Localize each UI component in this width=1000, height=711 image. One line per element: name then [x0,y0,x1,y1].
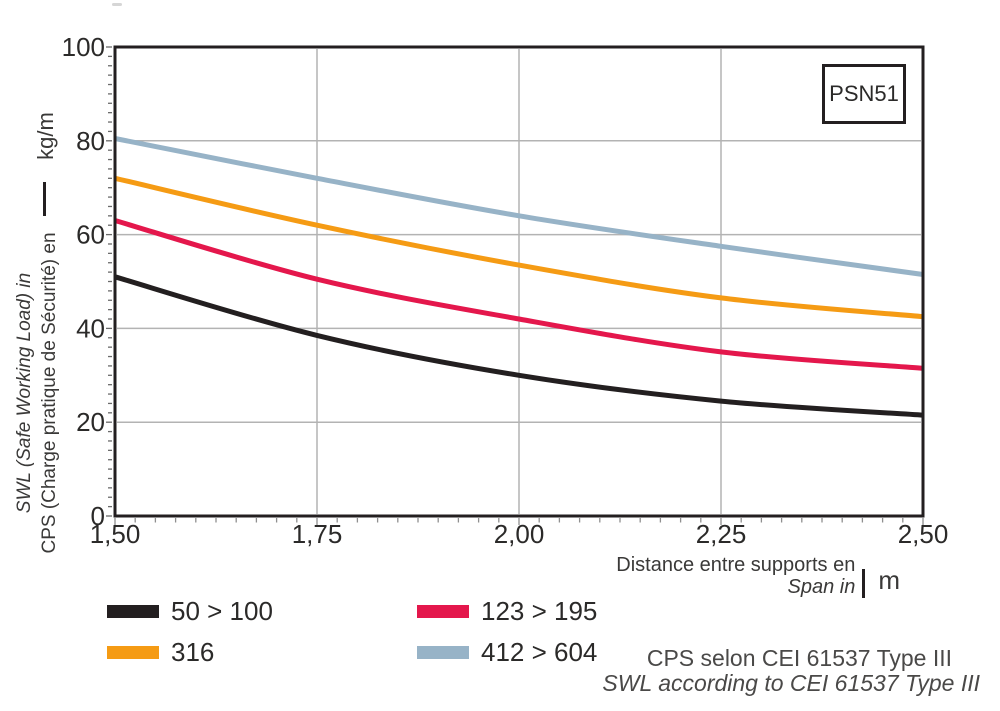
curve-50-100 [114,274,924,418]
x-axis-unit-divider [862,569,866,598]
y-tick-label: 0 [91,501,105,531]
y-tick-label: 20 [76,407,105,437]
x-axis-unit: m [878,565,900,595]
x-axis-title-lines: Distance entre supports en Span in [616,553,855,598]
legend-swatch [417,646,469,659]
y-tick-label: 60 [76,220,105,250]
product-badge: PSN51 [822,64,906,124]
y-axis-title-fr: CPS (Charge pratique de Sécurité) en [39,232,60,554]
y-axis-unit-divider [43,182,46,216]
legend-label: 412 > 604 [481,637,598,667]
legend-swatch [417,605,469,618]
y-axis-title-en: SWL (Safe Working Load) in [14,272,35,514]
x-tick-label: 1,50 [90,519,141,549]
legend-label: 316 [171,637,215,667]
curve-316 [114,175,924,320]
legend-label: 123 > 195 [481,596,598,626]
smudge-artifact [112,3,122,6]
curve-412-604 [114,136,924,277]
y-tick-label: 100 [62,32,105,62]
legend-swatch [107,605,159,618]
x-tick-label: 2,25 [696,519,747,549]
x-axis-title: Distance entre supports en Span in m [616,553,900,598]
y-tick-label: 40 [76,313,105,343]
curve-123-195 [114,218,924,371]
y-axis-title: SWL (Safe Working Load) in CPS (Charge p… [12,228,62,558]
x-tick-label: 1,75 [292,519,343,549]
x-axis-title-fr: Distance entre supports en [616,554,856,576]
standard-note-en: SWL according to CEI 61537 Type III [602,670,980,696]
y-tick-label: 80 [76,126,105,156]
legend-item: 316 [107,632,417,673]
legend-swatch [107,646,159,659]
x-tick-label: 2,50 [898,519,949,549]
x-tick-label: 2,00 [494,519,545,549]
x-axis-title-en: Span in [787,576,856,598]
standard-note-fr: CPS selon CEI 61537 Type III [646,645,952,671]
legend-item: 123 > 195 [417,591,597,632]
plot-frame [113,45,925,518]
standard-note: CPS selon CEI 61537 Type III SWL accordi… [602,646,980,696]
legend-item: 50 > 100 [107,591,417,632]
legend: 50 > 100 316 123 > 195 412 > 604 [107,591,597,673]
legend-item: 412 > 604 [417,632,597,673]
legend-label: 50 > 100 [171,596,273,626]
y-axis-unit: kg/m [33,112,58,160]
